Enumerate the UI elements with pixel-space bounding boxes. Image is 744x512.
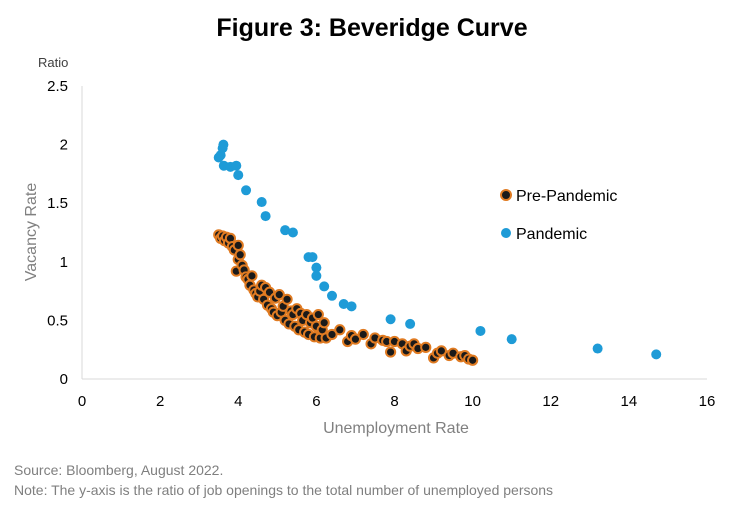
data-point-pre-pandemic <box>246 270 258 282</box>
source-note: Source: Bloomberg, August 2022. <box>14 462 224 478</box>
data-point-pre-pandemic <box>357 328 369 341</box>
y-tick-label: 0.5 <box>47 312 68 329</box>
x-tick-label: 2 <box>156 393 164 410</box>
x-tick-label: 6 <box>312 393 320 410</box>
data-point-pandemic <box>319 281 330 292</box>
legend-label-pandemic: Pandemic <box>516 226 587 243</box>
x-tick-label: 10 <box>464 393 481 410</box>
data-point-pre-pandemic <box>312 308 324 321</box>
data-point-pandemic <box>592 343 603 354</box>
data-point-pre-pandemic <box>232 239 244 251</box>
data-point-pandemic <box>327 290 337 301</box>
data-point-pre-pandemic <box>234 249 246 261</box>
x-tick-label: 14 <box>621 393 638 410</box>
data-point-pandemic <box>231 160 242 171</box>
data-point-pre-pandemic <box>467 354 479 366</box>
data-point-pandemic <box>346 301 357 312</box>
data-point-pre-pandemic <box>326 328 338 341</box>
x-tick-label: 4 <box>234 393 242 410</box>
y-unit-label: Ratio <box>38 55 68 70</box>
y-tick-label: 0 <box>60 371 68 388</box>
chart-title: Figure 3: Beveridge Curve <box>216 14 528 42</box>
x-axis-title: Unemployment Rate <box>323 420 469 437</box>
data-point-pre-pandemic <box>281 293 293 305</box>
legend: Pre-Pandemic Pandemic <box>500 188 617 243</box>
legend-marker-pre-pandemic <box>500 189 512 201</box>
data-point-pre-pandemic <box>334 324 346 336</box>
data-point-pandemic <box>311 262 322 273</box>
x-tick-label: 12 <box>542 393 559 410</box>
data-point-pandemic <box>506 334 517 345</box>
y-axis-title: Vacancy Rate <box>23 183 40 282</box>
data-point-pre-pandemic <box>318 317 330 329</box>
legend-marker-pandemic <box>501 228 511 238</box>
data-point-pandemic <box>241 185 252 196</box>
note-text: Note: The y-axis is the ratio of job ope… <box>14 482 554 498</box>
data-point-pre-pandemic <box>349 333 362 345</box>
data-point-pandemic <box>651 349 662 360</box>
data-point-pandemic <box>218 139 229 150</box>
data-point-pandemic <box>385 314 396 325</box>
y-tick-label: 1.5 <box>47 195 68 212</box>
data-point-pandemic <box>405 318 416 329</box>
data-point-pandemic <box>311 270 322 281</box>
series-pandemic <box>213 139 662 360</box>
data-point-pre-pandemic <box>384 346 397 358</box>
data-point-pandemic <box>287 227 298 238</box>
data-point-pandemic <box>338 298 349 309</box>
data-point-pre-pandemic <box>435 345 447 357</box>
legend-label-pre-pandemic: Pre-Pandemic <box>516 188 617 205</box>
y-tick-label: 2 <box>60 137 68 154</box>
x-tick-label: 0 <box>78 393 86 410</box>
x-tick-label: 8 <box>390 393 398 410</box>
x-tick-label: 16 <box>699 393 716 410</box>
x-tick-labels: 0 2 4 6 8 10 12 14 16 <box>78 393 716 410</box>
series-pre-pandemic <box>213 229 479 366</box>
y-tick-label: 1 <box>60 254 68 271</box>
y-tick-labels: 0 0.5 1 1.5 2 2.5 <box>47 78 68 388</box>
data-point-pre-pandemic <box>273 289 285 301</box>
data-point-pandemic <box>256 197 267 208</box>
data-point-pre-pandemic <box>420 341 432 353</box>
y-tick-label: 2.5 <box>47 78 68 95</box>
data-point-pandemic <box>233 170 244 181</box>
data-point-pandemic <box>280 225 291 236</box>
data-point-pandemic <box>260 211 271 222</box>
data-point-pandemic <box>475 325 486 336</box>
data-point-pandemic <box>307 252 318 263</box>
